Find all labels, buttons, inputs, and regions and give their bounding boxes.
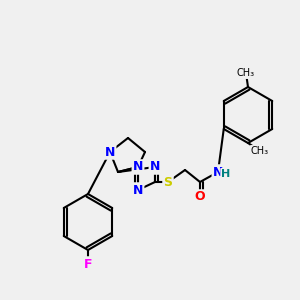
Text: N: N bbox=[133, 160, 143, 173]
Text: N: N bbox=[150, 160, 160, 173]
Text: CH₃: CH₃ bbox=[251, 146, 269, 156]
Text: F: F bbox=[84, 257, 92, 271]
Text: S: S bbox=[164, 176, 172, 188]
Text: CH₃: CH₃ bbox=[237, 68, 255, 78]
Text: N: N bbox=[133, 184, 143, 196]
Text: N: N bbox=[213, 166, 223, 178]
Text: O: O bbox=[195, 190, 205, 203]
Text: H: H bbox=[221, 169, 231, 179]
Text: N: N bbox=[105, 146, 115, 158]
